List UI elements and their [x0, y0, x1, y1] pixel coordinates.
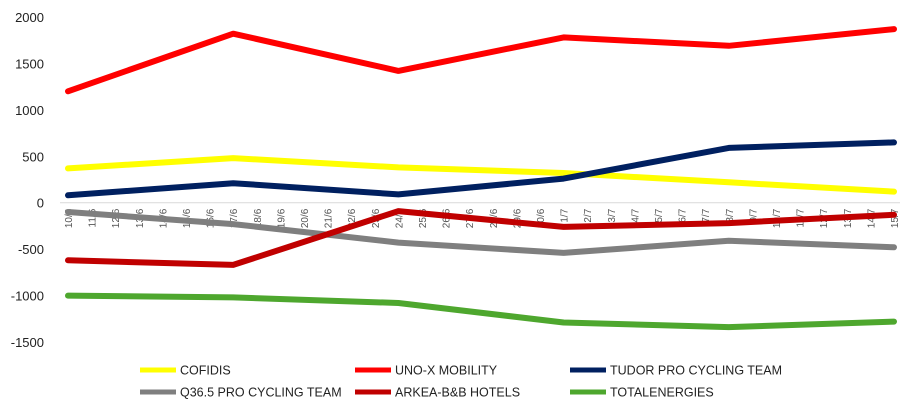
legend-label: UNO-X MOBILITY	[395, 364, 498, 378]
y-axis: 2000 1500 1000 500 0 -500 -1000 -1500	[11, 10, 44, 350]
y-tick-label: 1500	[15, 56, 44, 71]
legend-label: TUDOR PRO CYCLING TEAM	[610, 364, 782, 378]
legend-label: COFIDIS	[180, 364, 231, 378]
y-tick-label: 1000	[15, 103, 44, 118]
series-line-2	[65, 139, 897, 199]
x-tick-label: 16/6	[206, 208, 217, 228]
x-tick-label: 9/7	[748, 208, 759, 222]
x-tick-label: 7/7	[701, 208, 712, 222]
series-line-5	[65, 292, 897, 331]
series-lines	[65, 26, 897, 331]
y-tick-label: 500	[22, 149, 44, 164]
x-tick-label: 3/7	[607, 208, 618, 222]
x-tick-label: 29/6	[512, 208, 523, 228]
x-tick-label: 30/6	[536, 208, 547, 228]
series-line-0	[65, 155, 897, 195]
x-tick-label: 11/6	[88, 208, 99, 227]
series-line-1	[65, 26, 897, 95]
legend-label: TOTALENERGIES	[610, 386, 714, 400]
y-tick-label: -1000	[11, 289, 44, 304]
x-tick-label: 17/6	[229, 208, 240, 228]
series-line-3	[65, 209, 897, 256]
y-tick-label: -500	[18, 242, 44, 257]
x-tick-label: 20/6	[300, 208, 311, 228]
legend-label: ARKEA-B&B HOTELS	[395, 386, 520, 400]
x-tick-label: 4/7	[630, 208, 641, 222]
legend: COFIDIS UNO-X MOBILITY TUDOR PRO CYCLING T…	[140, 364, 782, 400]
x-tick-label: 15/7	[890, 208, 901, 228]
x-tick-label: 8/7	[725, 208, 736, 222]
y-tick-label: 0	[37, 196, 44, 211]
y-tick-label: 2000	[15, 10, 44, 25]
y-tick-label: -1500	[11, 335, 44, 350]
series-line-4	[65, 208, 897, 268]
x-tick-label: 6/7	[678, 208, 689, 222]
x-tick-label: 19/6	[276, 208, 287, 228]
x-tick-label: 21/6	[324, 208, 335, 228]
x-tick-label: 18/6	[253, 208, 264, 228]
x-tick-label: 25/6	[418, 208, 429, 228]
x-tick-label: 1/7	[560, 208, 571, 222]
x-tick-label: 24/6	[394, 208, 405, 228]
x-axis: 10/6 11/6 12/6 13/6 14/6 15/6 16/6 17/6 18/6 19/6…	[60, 202, 901, 228]
x-tick-label: 10/6	[64, 208, 75, 228]
x-tick-label: 5/7	[654, 208, 665, 222]
legend-label: Q36.5 PRO CYCLING TEAM	[180, 386, 342, 400]
x-tick-label: 22/6	[347, 208, 358, 228]
x-tick-label: 2/7	[583, 208, 594, 222]
